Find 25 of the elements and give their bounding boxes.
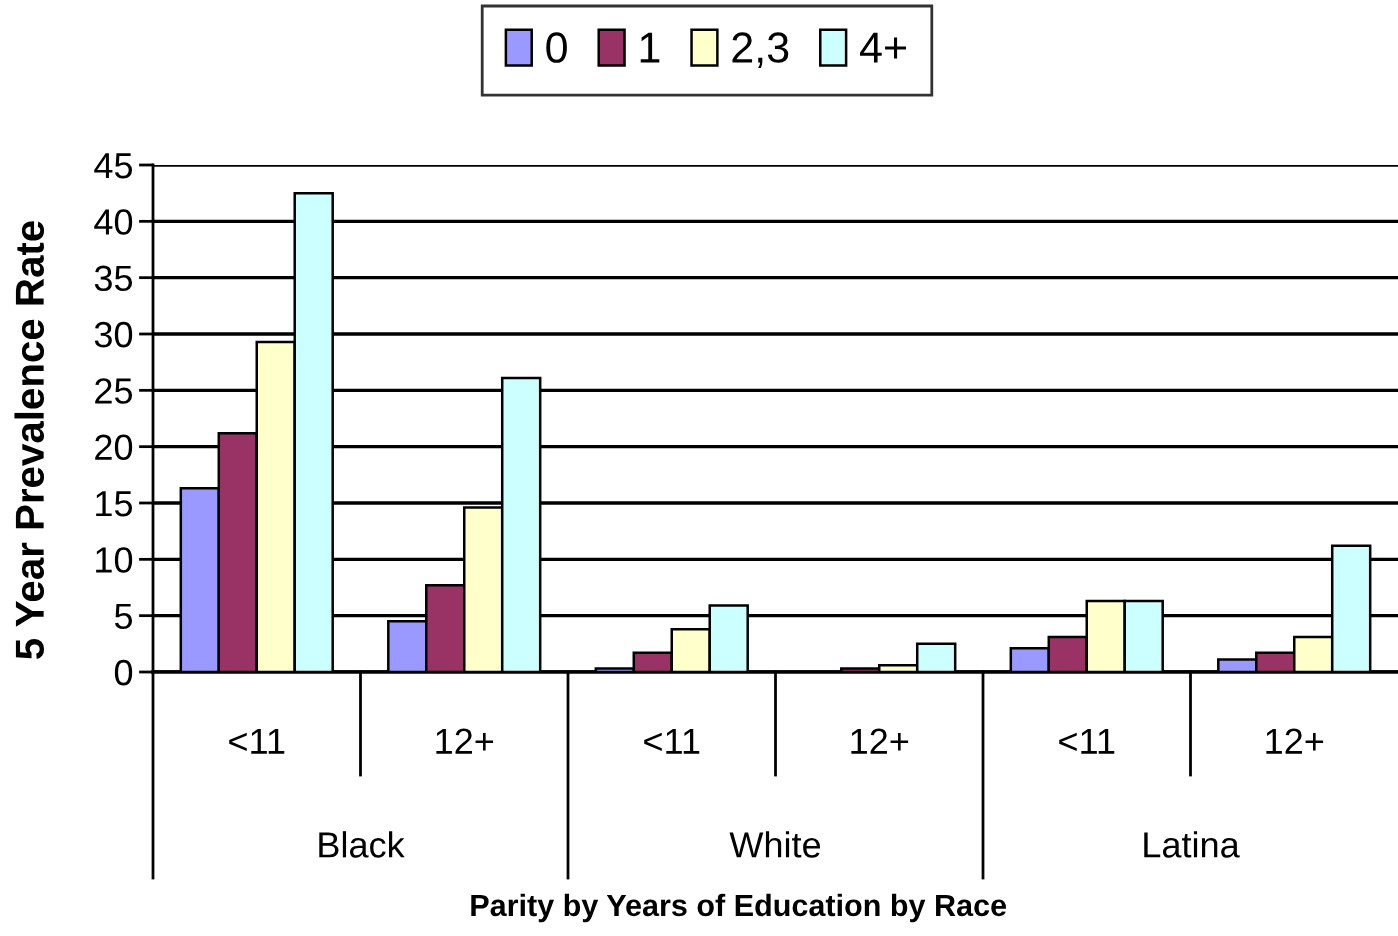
x-tick-label: <11 — [644, 728, 700, 754]
y-tick-label: 15 — [96, 491, 133, 517]
y-tick-label: 10 — [96, 547, 133, 573]
x-tick-label: <11 — [1059, 728, 1115, 754]
x-tick-label: 12+ — [1266, 728, 1324, 754]
text: White — [729, 831, 821, 858]
x-tick-label: <11 — [229, 728, 285, 754]
x-tick-label: 12+ — [436, 728, 494, 754]
y-tick-label: 35 — [94, 265, 133, 292]
y-tick-label: 45 — [94, 153, 133, 179]
legend-label: 0 — [546, 32, 567, 63]
x-axis-title: Parity by Years of Education by Race — [471, 893, 1007, 923]
y-tick-label: 0 — [114, 659, 133, 686]
y-tick-label: 25 — [95, 378, 133, 404]
legend-label: 1 — [640, 32, 660, 63]
y-tick-label: 5 — [114, 603, 133, 630]
y-axis-title: 5 Year Prevalence Rate — [14, 221, 45, 659]
y-tick-label: 40 — [94, 209, 133, 235]
legend-label: 2,3 — [732, 32, 789, 68]
y-tick-label: 30 — [94, 321, 133, 348]
y-tick-label: 20 — [95, 434, 133, 461]
legend-label: 4+ — [860, 32, 906, 63]
text: Black — [319, 831, 405, 858]
x-tick-label: 12+ — [851, 728, 909, 754]
text: Latina — [1144, 831, 1240, 858]
